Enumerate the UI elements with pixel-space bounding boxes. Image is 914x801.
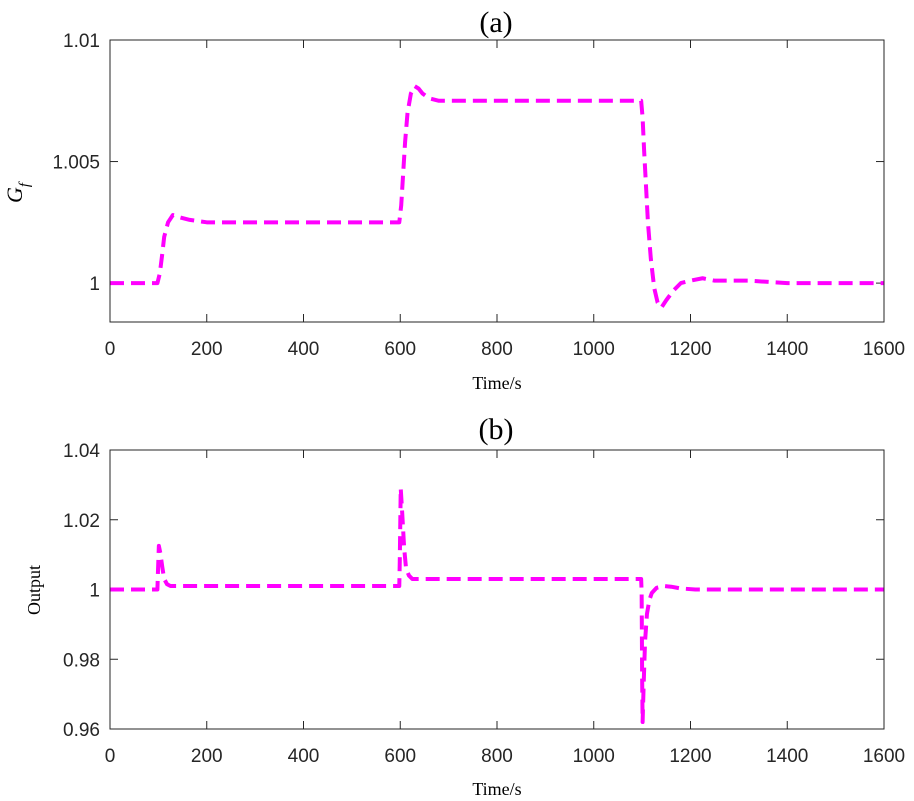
panel-b-y-axis-label: Output <box>24 565 44 615</box>
panel-b-chart: (b) 0 200 400 600 800 1000 1200 1400 1600 0.960.… <box>24 413 905 799</box>
panel-b-x-tick-label-400: 400 <box>288 746 320 767</box>
panel-a-series-line <box>110 84 884 310</box>
panel-b-x-tick-label-1400: 1400 <box>766 746 808 767</box>
panel-b-x-tick-label-0: 0 <box>105 746 116 767</box>
panel-b-x-tick-label-1600: 1600 <box>863 746 905 767</box>
svg-text:Gf: Gf <box>2 181 33 203</box>
panel-a-x-axis-label: Time/s <box>472 373 521 393</box>
panel-b-y-tick-label-1: 0.98 <box>63 650 100 671</box>
panel-b-title: (b) <box>479 413 514 446</box>
panel-a-y-axis-subscript: f <box>17 181 33 187</box>
panel-b-x-tick-label-800: 800 <box>481 746 513 767</box>
panel-b-x-tick-label-1200: 1200 <box>669 746 711 767</box>
panel-a-x-tick-label-0: 0 <box>105 339 116 360</box>
panel-a-ticks <box>109 39 885 322</box>
panel-b-x-tick-label-200: 200 <box>191 746 223 767</box>
panel-b-y-tick-label-4: 1.04 <box>63 441 100 462</box>
panel-a-x-tick-label-200: 200 <box>191 339 223 360</box>
panel-b-series-line <box>110 486 884 725</box>
panel-b-y-tick-labels: 0.96 0.98 1 1.02 1.04 <box>63 441 100 741</box>
panel-b-ticks <box>109 449 885 730</box>
panel-a-x-tick-labels: 0 200 400 600 800 1000 1200 1400 1600 <box>105 339 905 360</box>
panel-a-chart: (a) 0 200 400 600 800 1000 1200 1400 1600 1 1.005… <box>2 6 905 393</box>
panel-b-axes-frame <box>109 449 885 730</box>
panel-a-y-tick-label-0: 1 <box>89 274 100 295</box>
panel-a-y-axis-symbol: G <box>2 187 27 203</box>
panel-a-x-tick-label-1200: 1200 <box>669 339 711 360</box>
panel-a-axes-frame <box>109 39 885 323</box>
panel-a-x-tick-label-1600: 1600 <box>863 339 905 360</box>
panel-a-x-tick-label-600: 600 <box>384 339 416 360</box>
panel-b-x-axis-label: Time/s <box>472 779 521 799</box>
panel-b-y-tick-label-2: 1 <box>89 581 100 602</box>
panel-b-x-tick-label-1000: 1000 <box>573 746 615 767</box>
panel-a-x-tick-label-800: 800 <box>481 339 513 360</box>
panel-a-x-tick-label-400: 400 <box>288 339 320 360</box>
panel-a-y-axis-label: Gf <box>2 181 33 203</box>
panel-a-title: (a) <box>479 6 512 39</box>
panel-a-x-tick-label-1400: 1400 <box>766 339 808 360</box>
panel-a-y-tick-labels: 1 1.005 1.01 <box>52 31 100 295</box>
panel-b-x-tick-labels: 0 200 400 600 800 1000 1200 1400 1600 <box>105 746 905 767</box>
panel-b-y-tick-label-3: 1.02 <box>63 511 100 532</box>
panel-b-x-tick-label-600: 600 <box>384 746 416 767</box>
panel-a-x-tick-label-1000: 1000 <box>573 339 615 360</box>
panel-b-y-tick-label-0: 0.96 <box>63 720 100 741</box>
panel-a-y-tick-label-1: 1.005 <box>52 153 100 174</box>
panel-a-y-tick-label-2: 1.01 <box>63 31 100 52</box>
